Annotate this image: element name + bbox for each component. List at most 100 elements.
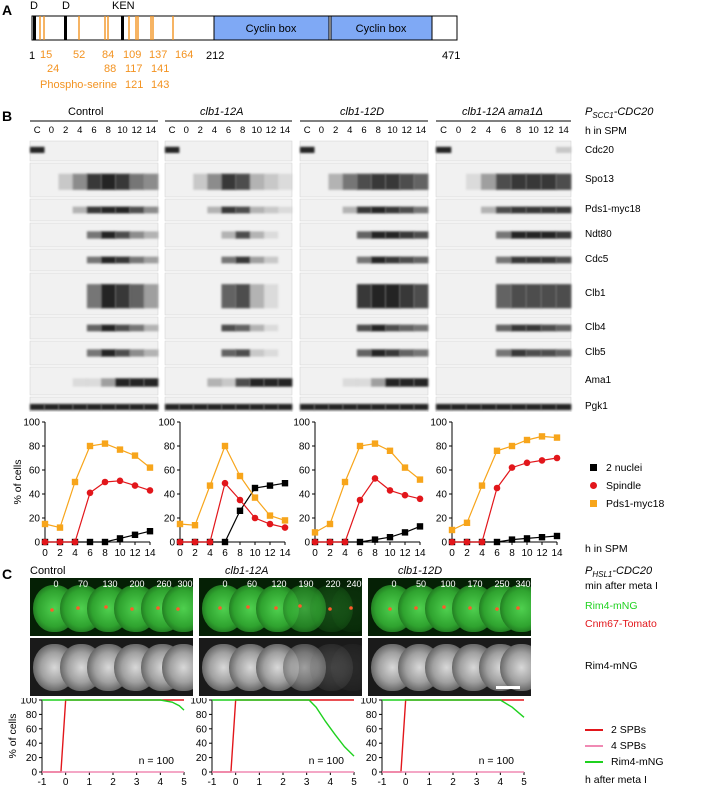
y-tick-label: 100	[158, 418, 175, 429]
data-point	[493, 484, 501, 492]
y-tick-label: 0	[201, 768, 207, 779]
svg-text:121: 121	[125, 79, 143, 91]
data-point	[311, 538, 319, 546]
data-point	[416, 523, 424, 530]
x-tick-label: 6	[494, 548, 500, 559]
y-tick-label: 100	[20, 698, 37, 707]
protein-label: Pds1-myc18	[585, 204, 641, 215]
data-point	[341, 478, 349, 486]
svg-text:164: 164	[175, 49, 193, 61]
data-point	[116, 446, 124, 453]
y-tick-label: 80	[164, 442, 176, 453]
y-axis-label: % of cells	[12, 460, 24, 505]
c-channel-green: Rim4-mNG	[585, 600, 638, 612]
lane-label: 2	[197, 125, 203, 136]
data-point	[281, 524, 289, 531]
n-annotation: n = 100	[309, 755, 344, 767]
phospho-site-numbers: 15 52 84 109 137 164 24 88 117 141 Phosp…	[40, 49, 193, 91]
promoter-label-b: PSCC1-CDC20	[585, 106, 654, 121]
group-header-clb1-12a-ama1: clb1-12A ama1Δ	[462, 106, 543, 118]
data-point	[146, 464, 154, 471]
data-point	[386, 447, 394, 454]
x-tick-label: 14	[551, 548, 563, 559]
y-tick-label: 20	[299, 514, 311, 525]
data-point	[508, 464, 516, 471]
data-point	[281, 517, 289, 524]
data-point	[101, 478, 109, 486]
timelapse-times: 0 70 130 200 260 300 0 60 120 190 220 240 0 50 100 170 2…	[0, 578, 709, 592]
data-point	[508, 442, 516, 450]
panel-c-label: C	[2, 566, 13, 582]
data-point	[401, 491, 409, 499]
lane-label: 6	[225, 125, 232, 136]
legend-item-2-spbs: 2 SPBs	[585, 724, 664, 740]
lane-headers: C 0 2 4 6 8 10 12 14 C 0 2 4 6 8 10 12 14 C 0 2 4 6 8 10 12 14 C 0 2 4…	[0, 123, 709, 139]
y-tick-label: 0	[441, 538, 447, 549]
x-tick-label: 2	[192, 548, 198, 559]
blot-strip	[299, 316, 429, 340]
x-tick-label: 2	[110, 777, 116, 788]
d-box-motif-2: D	[62, 0, 70, 12]
x-tick-label: 4	[498, 777, 504, 788]
x-tick-label: 8	[372, 548, 378, 559]
lane-label: 8	[105, 125, 111, 136]
data-point	[116, 535, 124, 542]
x-tick-label: 10	[114, 548, 126, 559]
data-point	[236, 472, 244, 480]
x-tick-label: 4	[207, 548, 213, 559]
blot-strip	[435, 162, 572, 198]
x-tick-label: 3	[474, 777, 480, 788]
lane-label: 10	[528, 125, 539, 136]
lane-label: 6	[361, 125, 367, 136]
timepoint-label: 0	[53, 579, 59, 589]
y-tick-label: 100	[360, 698, 377, 707]
data-point	[463, 519, 471, 526]
svg-text:88: 88	[104, 63, 116, 75]
group-header-control: Control	[68, 106, 104, 118]
data-point	[56, 524, 64, 531]
cyclin-box-2	[330, 15, 433, 41]
data-point	[86, 489, 94, 497]
svg-text:141: 141	[151, 63, 169, 75]
d-box-marker-1	[33, 16, 36, 40]
timepoint-label: 250	[494, 579, 510, 589]
series-line	[452, 457, 558, 543]
blot-strip	[164, 316, 293, 340]
blot-strip	[29, 162, 159, 198]
lane-label: 2	[62, 125, 69, 136]
lane-label: 6	[500, 125, 507, 136]
lane-label: 2	[470, 125, 477, 136]
series-line	[212, 699, 355, 757]
protein-label: Pgk1	[585, 401, 608, 412]
x-tick-label: 6	[222, 548, 228, 559]
svg-text:143: 143	[151, 79, 169, 91]
data-point	[266, 482, 274, 489]
lane-label: 12	[543, 125, 554, 136]
timepoint-label: 260	[156, 579, 172, 589]
group-header-clb1-12a: clb1-12A	[200, 106, 244, 118]
x-tick-label: 10	[384, 548, 396, 559]
data-point	[356, 442, 364, 450]
y-tick-label: 80	[436, 442, 448, 453]
fluor-row-clb1-12d	[368, 578, 531, 636]
lane-label: 6	[91, 125, 97, 136]
lane-label: 4	[485, 125, 492, 136]
x-tick-label: 8	[237, 548, 243, 559]
y-tick-label: 60	[164, 466, 176, 477]
data-point	[41, 538, 49, 546]
cyclin-box-label-2: Cyclin box	[356, 23, 407, 35]
series-line	[42, 699, 185, 711]
y-tick-label: 60	[196, 724, 208, 735]
protein-label: Clb5	[585, 347, 606, 358]
data-point	[176, 538, 184, 546]
data-point	[236, 496, 244, 504]
blot-strip	[435, 222, 572, 248]
blot-strip	[29, 272, 159, 316]
svg-text:15: 15	[40, 49, 52, 61]
group-underlines	[30, 120, 571, 122]
c-time-label: min after meta I	[585, 580, 658, 592]
lane-label: 14	[279, 125, 291, 136]
data-point	[86, 538, 94, 546]
x-tick-label: 1	[257, 777, 263, 788]
